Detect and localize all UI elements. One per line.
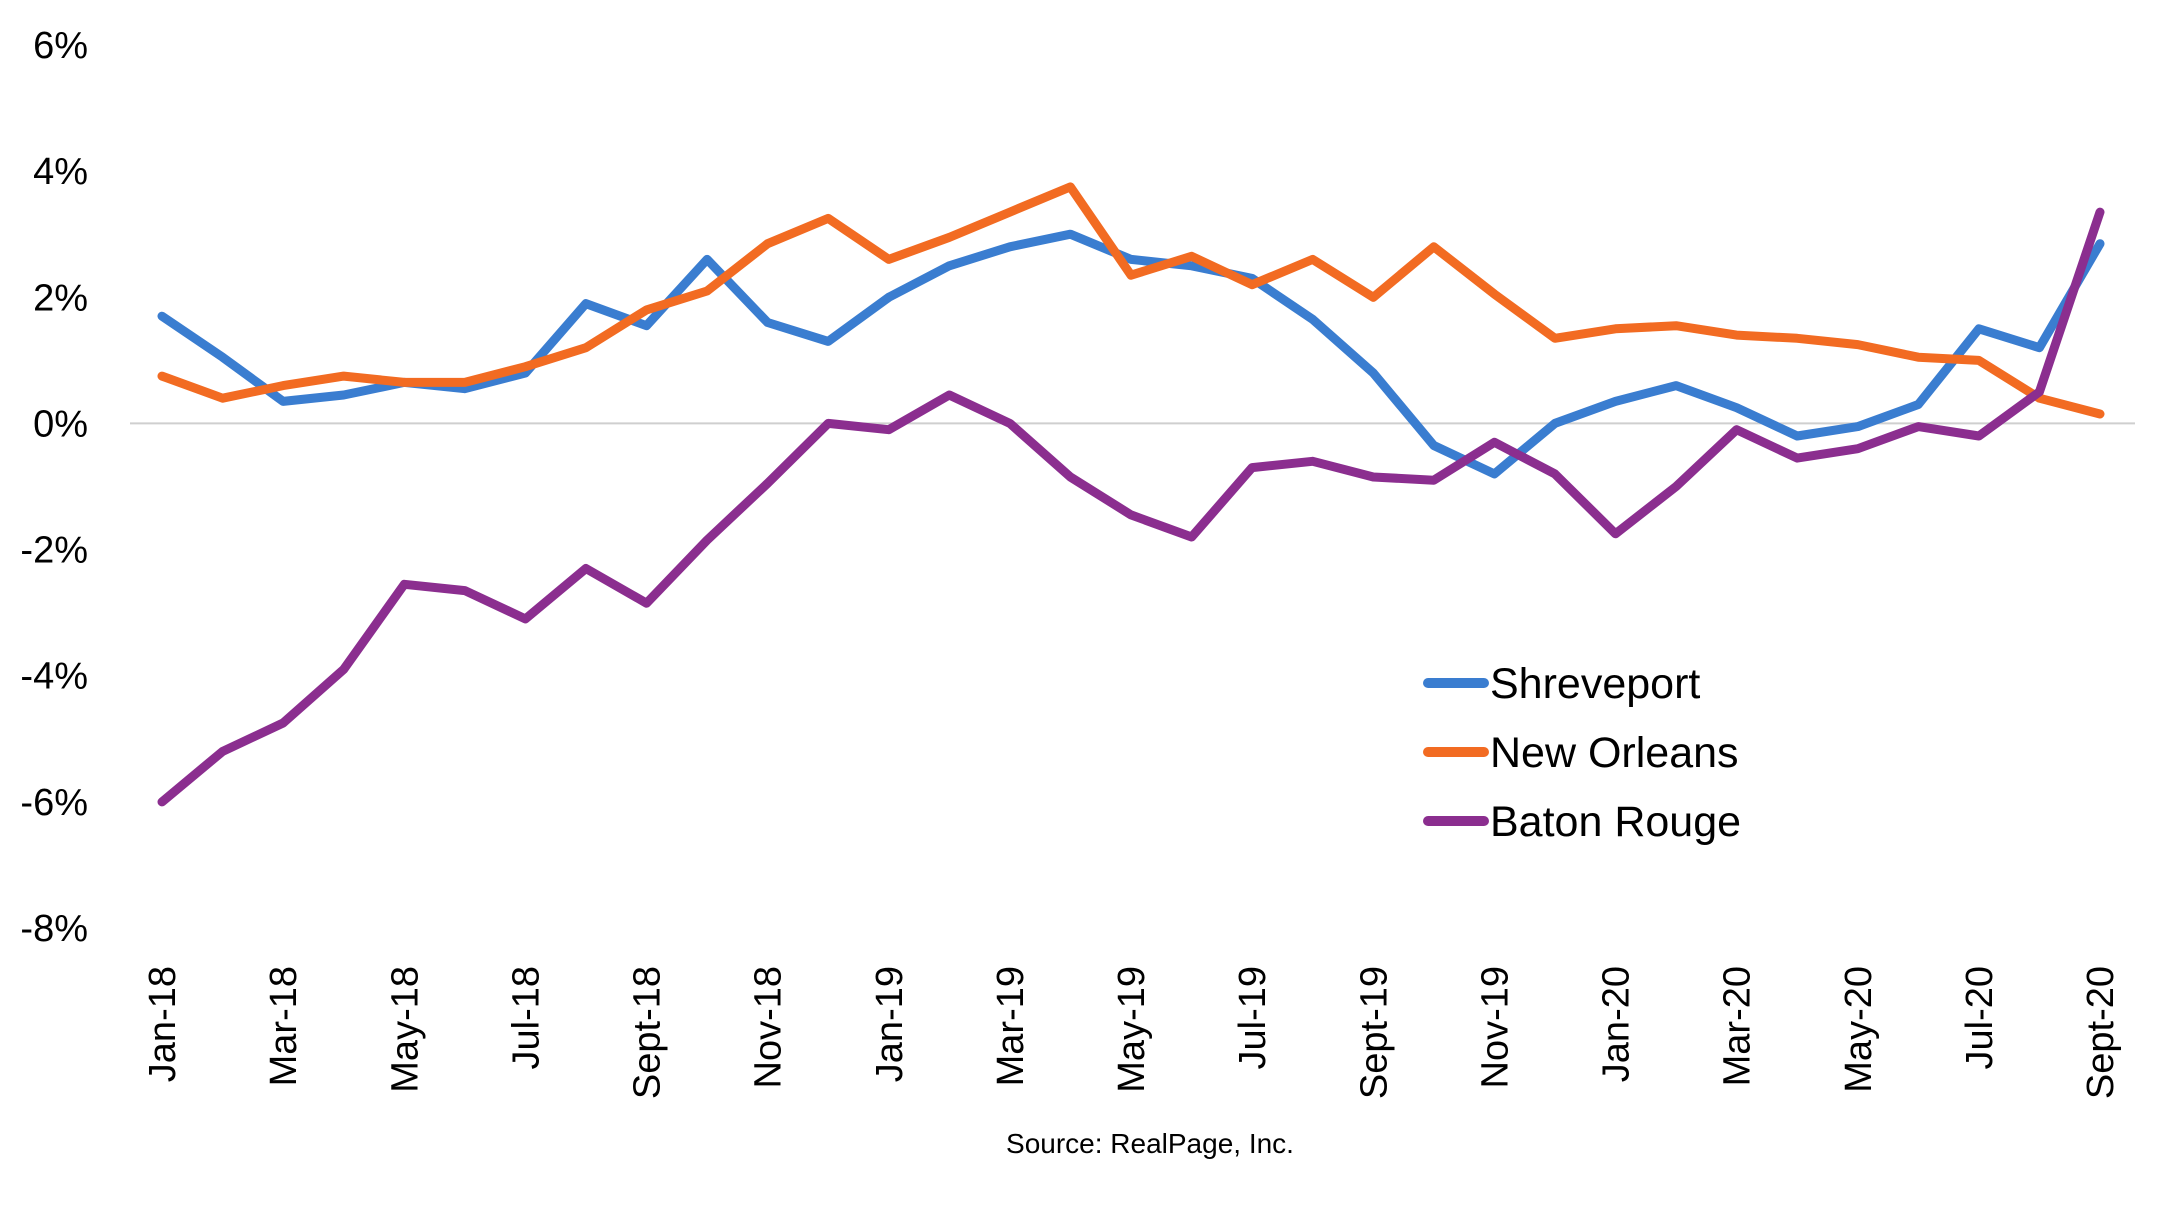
x-tick-label: Mar-20 xyxy=(1717,966,1759,1086)
series-layer xyxy=(157,182,2105,807)
x-tick-label: Nov-19 xyxy=(1474,966,1516,1089)
x-tick-label: May-20 xyxy=(1838,966,1880,1093)
y-tick-label: -2% xyxy=(20,530,88,572)
y-axis: 6% 4% 2% 0% -2% -4% -6% -8% xyxy=(20,25,88,950)
x-tick-label: Mar-18 xyxy=(263,966,305,1086)
y-tick-label: 6% xyxy=(33,25,88,67)
y-tick-label: 0% xyxy=(33,403,88,445)
series-line-new-orleans xyxy=(157,182,2105,419)
x-tick-label: Jul-19 xyxy=(1232,966,1274,1070)
x-tick-label: Jan-19 xyxy=(869,966,911,1082)
source-note: Source: RealPage, Inc. xyxy=(1006,1128,1294,1159)
x-tick-label: May-19 xyxy=(1111,966,1153,1093)
legend-label: Baton Rouge xyxy=(1490,798,1741,846)
x-tick-label: May-18 xyxy=(384,966,426,1093)
x-tick-label: Nov-18 xyxy=(748,966,790,1089)
x-tick-label: Jan-20 xyxy=(1596,966,1638,1082)
series-line-shreveport xyxy=(157,229,2105,479)
legend: Shreveport New Orleans Baton Rouge xyxy=(1423,660,1741,846)
y-tick-label: 4% xyxy=(33,151,88,193)
x-tick-label: Sept-20 xyxy=(2080,966,2122,1099)
legend-label: Shreveport xyxy=(1490,660,1700,708)
y-tick-label: -4% xyxy=(20,656,88,698)
x-tick-label: Sept-18 xyxy=(627,966,669,1099)
y-tick-label: 2% xyxy=(33,277,88,319)
series-line-baton-rouge xyxy=(157,207,2105,807)
x-tick-label: Sept-19 xyxy=(1353,966,1395,1099)
x-tick-label: Jul-18 xyxy=(505,966,547,1070)
x-tick-label: Jul-20 xyxy=(1959,966,2001,1070)
x-tick-label: Mar-19 xyxy=(990,966,1032,1086)
y-tick-label: -8% xyxy=(20,908,88,950)
legend-label: New Orleans xyxy=(1490,729,1739,777)
x-tick-label: Jan-18 xyxy=(142,966,184,1082)
x-axis: Jan-18 Mar-18 May-18 Jul-18 Sept-18 Nov-18 Jan… xyxy=(142,966,2122,1099)
y-tick-label: -6% xyxy=(20,782,88,824)
